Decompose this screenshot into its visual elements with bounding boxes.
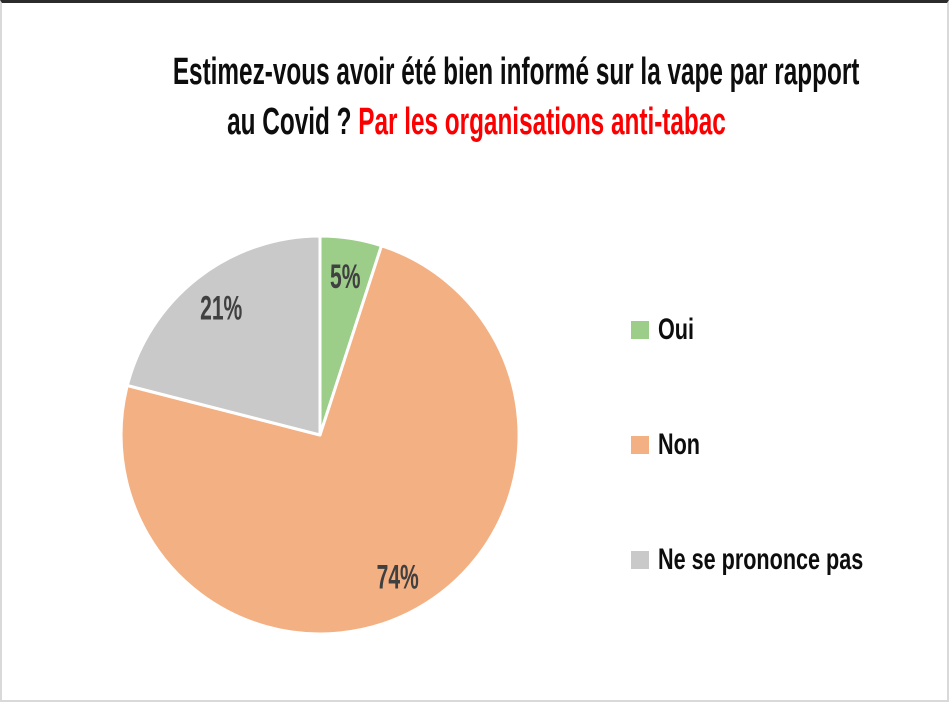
pie-data-label-non: 74% bbox=[377, 557, 419, 595]
legend-swatch-non-icon bbox=[631, 436, 649, 454]
legend-item-non: Non bbox=[631, 428, 943, 462]
legend-item-ne-se-prononce-pas: Ne se prononce pas bbox=[631, 543, 943, 577]
legend-item-oui: Oui bbox=[631, 313, 943, 347]
legend-swatch-ne-se-prononce-pas-icon bbox=[631, 551, 649, 569]
pie-slice-ne-se-prononce-pas bbox=[125, 234, 322, 437]
title-text-red: Par les organisations anti-tabac bbox=[358, 101, 726, 143]
legend-swatch-oui-icon bbox=[631, 321, 649, 339]
pie-data-label-ne-se-prononce-pas: 21% bbox=[200, 288, 242, 326]
pie-data-label-oui: 5% bbox=[330, 257, 360, 295]
legend: Oui Non Ne se prononce pas bbox=[631, 313, 943, 577]
pie-chart: 5% 74% 21% bbox=[119, 234, 521, 636]
chart-title: Estimez-vous avoir été bien informé sur … bbox=[2, 47, 947, 147]
chart-title-line-1: Estimez-vous avoir été bien informé sur … bbox=[173, 47, 860, 97]
chart-title-line-2: au Covid ? Par les organisations anti-ta… bbox=[173, 97, 780, 147]
title-text-black-line1: Estimez-vous avoir été bien informé sur … bbox=[172, 51, 860, 93]
legend-label-ne-se-prononce-pas: Ne se prononce pas bbox=[658, 543, 864, 576]
title-text-black-line2: au Covid ? bbox=[227, 101, 359, 143]
legend-label-non: Non bbox=[658, 428, 700, 461]
pie-slice-non bbox=[119, 244, 521, 636]
legend-label-oui: Oui bbox=[658, 313, 694, 346]
